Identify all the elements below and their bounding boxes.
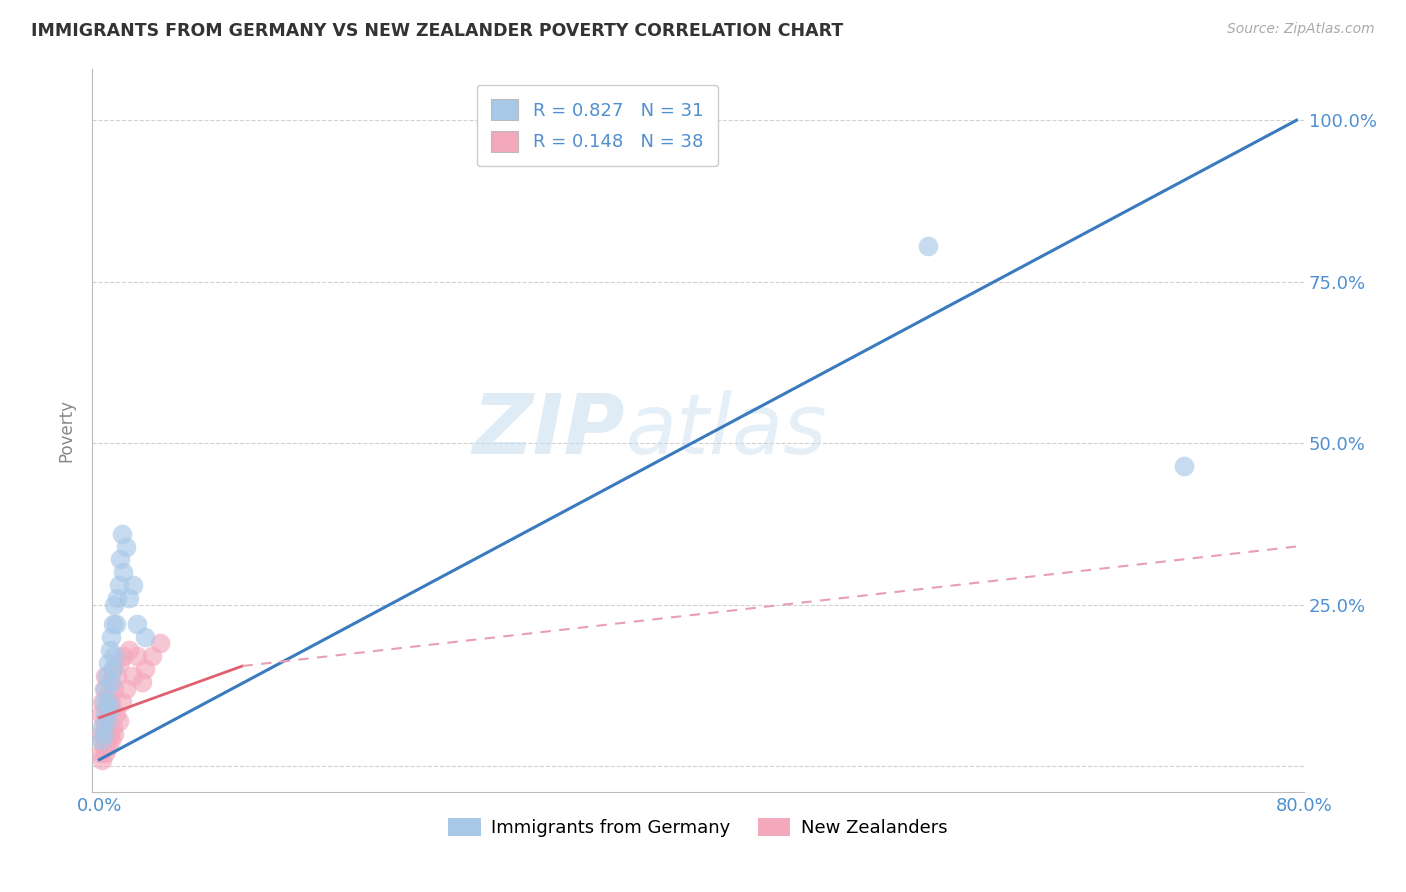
Point (94, 720, 117, 734)
Point (100, 675, 122, 690)
Point (917, 239, 939, 253)
Point (91, 733, 114, 747)
Point (104, 617, 127, 632)
Point (1173, 458, 1195, 473)
Point (100, 694, 122, 708)
Point (90, 746, 112, 760)
Point (103, 681, 125, 696)
Point (93, 739, 115, 754)
Point (90, 733, 112, 747)
Point (91, 720, 114, 734)
Point (112, 566, 135, 580)
Point (97, 694, 120, 708)
Point (98, 675, 121, 690)
Point (91, 753, 114, 767)
Point (98, 701, 121, 715)
Point (96, 714, 118, 728)
Point (94, 746, 117, 760)
Point (100, 733, 122, 747)
Point (90, 727, 112, 741)
Point (110, 656, 132, 670)
Text: atlas: atlas (626, 390, 827, 471)
Point (121, 578, 143, 592)
Point (93, 681, 115, 696)
Point (107, 669, 129, 683)
Point (96, 733, 118, 747)
Point (134, 662, 156, 676)
Point (91, 694, 114, 708)
Point (111, 694, 134, 708)
Point (100, 630, 122, 644)
Point (98, 727, 121, 741)
Point (134, 630, 156, 644)
Point (93, 727, 115, 741)
Point (103, 727, 125, 741)
Y-axis label: Poverty: Poverty (58, 399, 75, 462)
Point (108, 714, 131, 728)
Point (103, 598, 125, 612)
Text: ZIP: ZIP (472, 390, 626, 471)
Point (112, 649, 135, 664)
Point (97, 656, 120, 670)
Point (107, 591, 129, 606)
Point (121, 669, 143, 683)
Point (141, 649, 163, 664)
Point (115, 681, 138, 696)
Point (101, 720, 124, 734)
Point (93, 694, 115, 708)
Point (97, 739, 120, 754)
Point (111, 526, 134, 541)
Point (94, 669, 117, 683)
Point (101, 662, 124, 676)
Point (125, 617, 148, 632)
Legend: Immigrants from Germany, New Zealanders: Immigrants from Germany, New Zealanders (441, 811, 955, 845)
Point (90, 707, 112, 722)
Point (101, 617, 124, 632)
Point (93, 714, 115, 728)
Point (149, 636, 172, 650)
Point (103, 649, 125, 664)
Point (96, 701, 118, 715)
Point (97, 688, 120, 702)
Point (118, 643, 141, 657)
Point (98, 643, 121, 657)
Text: Source: ZipAtlas.com: Source: ZipAtlas.com (1227, 22, 1375, 37)
Point (108, 578, 131, 592)
Point (115, 540, 138, 554)
Point (104, 707, 127, 722)
Point (131, 675, 153, 690)
Point (96, 669, 118, 683)
Point (125, 649, 148, 664)
Point (118, 591, 141, 606)
Point (110, 552, 132, 566)
Point (94, 707, 117, 722)
Point (94, 681, 117, 696)
Text: IMMIGRANTS FROM GERMANY VS NEW ZEALANDER POVERTY CORRELATION CHART: IMMIGRANTS FROM GERMANY VS NEW ZEALANDER… (31, 22, 844, 40)
Point (101, 662, 124, 676)
